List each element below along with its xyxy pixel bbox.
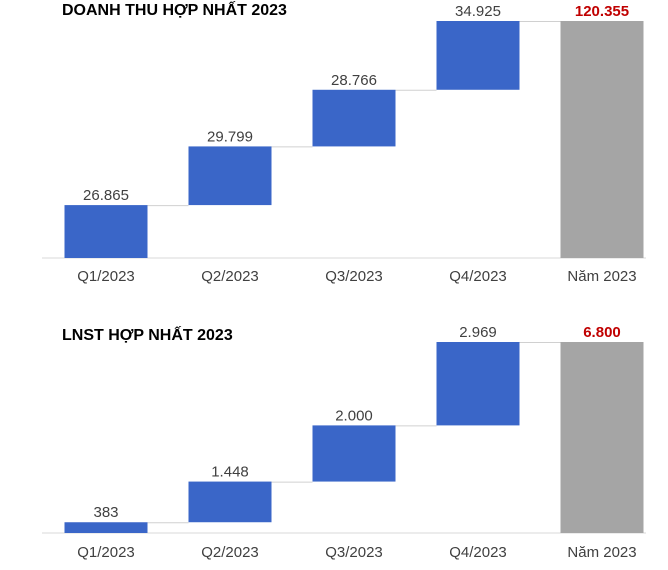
value-label-3: 2.969 <box>459 324 497 341</box>
chart-title-revenue: DOANH THU HỢP NHẤT 2023 <box>62 2 287 19</box>
bar-2 <box>312 425 396 482</box>
total-bar-4 <box>560 342 644 533</box>
chart-1: 383 Q1/2023 1.448 Q2/2023 2.000 Q3/2023 2.969 Q… <box>42 324 646 561</box>
value-label-2: 28.766 <box>331 72 377 89</box>
value-label-3: 34.925 <box>455 3 501 20</box>
bar-0 <box>64 522 148 533</box>
value-label-0: 26.865 <box>83 187 129 204</box>
bar-0 <box>64 205 148 258</box>
tick-label-3: Q4/2023 <box>449 544 507 561</box>
chart-title-profit: LNST HỢP NHẤT 2023 <box>62 327 233 344</box>
tick-label-1: Q2/2023 <box>201 544 259 561</box>
value-label-1: 1.448 <box>211 464 249 481</box>
tick-label-0: Q1/2023 <box>77 544 135 561</box>
value-label-0: 383 <box>93 504 118 521</box>
value-label-2: 2.000 <box>335 407 373 424</box>
tick-label-3: Q4/2023 <box>449 268 507 285</box>
tick-label-2: Q3/2023 <box>325 544 383 561</box>
total-bar-4 <box>560 21 644 258</box>
bar-3 <box>436 342 520 426</box>
bar-3 <box>436 21 520 90</box>
tick-label-2: Q3/2023 <box>325 268 383 285</box>
value-label-1: 29.799 <box>207 128 253 145</box>
bar-1 <box>188 481 272 523</box>
value-label-4: 120.355 <box>575 3 629 20</box>
tick-label-4: Năm 2023 <box>567 544 636 561</box>
tick-label-1: Q2/2023 <box>201 268 259 285</box>
bar-2 <box>312 89 396 147</box>
tick-label-4: Năm 2023 <box>567 268 636 285</box>
tick-label-0: Q1/2023 <box>77 268 135 285</box>
bar-1 <box>188 146 272 206</box>
chart-0: 26.865 Q1/2023 29.799 Q2/2023 28.766 Q3/2023 3… <box>42 3 646 285</box>
value-label-4: 6.800 <box>583 324 621 341</box>
